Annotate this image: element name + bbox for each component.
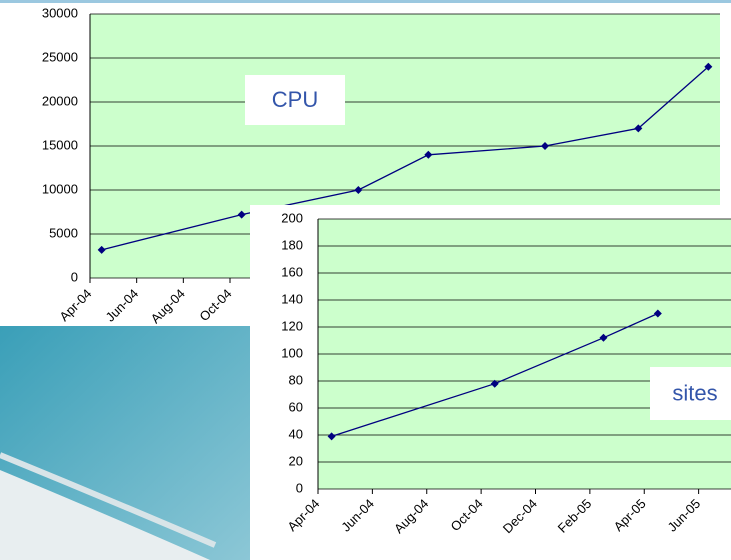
- data-marker: [704, 62, 713, 71]
- y-tick-label: 60: [289, 399, 303, 414]
- y-tick-label: 25000: [42, 49, 78, 64]
- data-marker: [327, 432, 336, 441]
- data-marker: [653, 309, 662, 318]
- globe-image: [0, 326, 250, 560]
- data-marker: [490, 379, 499, 388]
- x-tick-label: Oct-04: [196, 286, 234, 324]
- data-marker: [599, 333, 608, 342]
- y-tick-label: 5000: [49, 225, 78, 240]
- annotation: CPU: [272, 87, 318, 112]
- y-tick-label: 20000: [42, 93, 78, 108]
- y-tick-label: 20: [289, 453, 303, 468]
- y-tick-label: 180: [281, 237, 303, 252]
- y-tick-label: 15000: [42, 137, 78, 152]
- data-line: [331, 312, 659, 437]
- data-marker: [634, 124, 643, 133]
- x-tick-label: Aug-04: [148, 286, 188, 326]
- y-tick-label: 0: [71, 269, 78, 284]
- y-tick-label: 40: [289, 426, 303, 441]
- annotation: sites: [672, 380, 717, 405]
- data-marker: [237, 210, 246, 219]
- data-marker: [354, 186, 363, 194]
- x-tick-label: Jun-04: [103, 286, 142, 325]
- annotation-box: [650, 367, 731, 420]
- y-tick-label: 30000: [42, 5, 78, 20]
- annotation-box: [245, 75, 345, 125]
- y-tick-label: 160: [281, 264, 303, 279]
- y-tick-label: 200: [281, 210, 303, 225]
- y-tick-label: 120: [281, 318, 303, 333]
- y-tick-label: 80: [289, 372, 303, 387]
- y-tick-label: 0: [296, 480, 303, 495]
- data-marker: [97, 245, 106, 254]
- top-band: [0, 0, 731, 3]
- data-marker: [541, 142, 549, 150]
- y-tick-label: 140: [281, 291, 303, 306]
- y-tick-label: 10000: [42, 181, 78, 196]
- x-tick-label: Apr-04: [56, 286, 94, 324]
- data-marker: [424, 150, 433, 159]
- y-tick-label: 100: [281, 345, 303, 360]
